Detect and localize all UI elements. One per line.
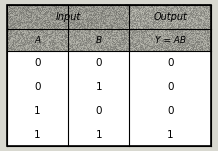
Bar	[7, 51, 68, 75]
Bar	[129, 123, 211, 146]
Text: 0: 0	[167, 82, 174, 92]
Bar	[68, 123, 129, 146]
Bar	[129, 51, 211, 75]
Text: 0: 0	[167, 106, 174, 116]
Text: 1: 1	[34, 106, 41, 116]
Bar	[68, 75, 129, 99]
Text: 0: 0	[34, 82, 41, 92]
Text: 1: 1	[95, 82, 102, 92]
Bar	[68, 99, 129, 123]
Bar	[129, 99, 211, 123]
Text: Output: Output	[153, 12, 187, 22]
Text: B: B	[96, 35, 102, 45]
Text: 1: 1	[34, 130, 41, 140]
Text: 0: 0	[34, 58, 41, 68]
Bar	[7, 123, 68, 146]
Text: Input: Input	[55, 12, 81, 22]
Bar	[129, 75, 211, 99]
Text: Y = AB: Y = AB	[155, 35, 186, 45]
Text: 0: 0	[167, 58, 174, 68]
Text: A: A	[34, 35, 40, 45]
Bar	[7, 75, 68, 99]
Text: 1: 1	[167, 130, 174, 140]
Bar	[68, 51, 129, 75]
Bar	[7, 99, 68, 123]
Text: 1: 1	[95, 130, 102, 140]
Text: 0: 0	[95, 106, 102, 116]
Text: 0: 0	[95, 58, 102, 68]
